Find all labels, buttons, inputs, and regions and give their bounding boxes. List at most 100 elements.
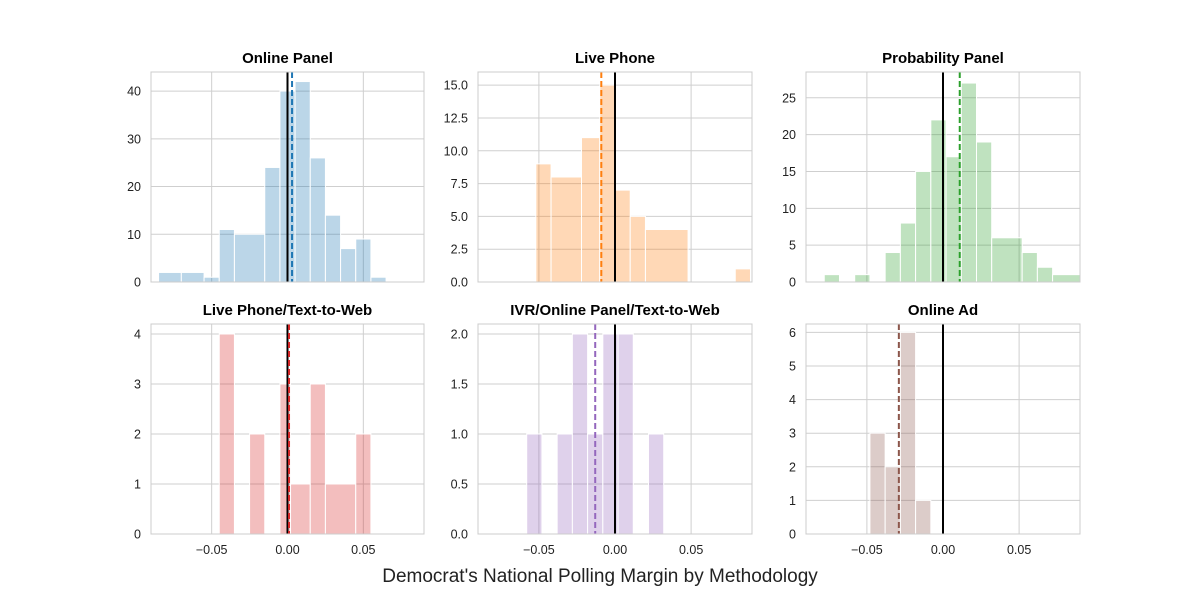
x-tick-label: 0.00 xyxy=(603,543,627,557)
histogram-bar xyxy=(884,252,901,283)
y-tick-label: 10 xyxy=(127,228,141,242)
histogram-bar xyxy=(158,271,182,283)
y-tick-label: 1 xyxy=(789,494,796,508)
axes-frame xyxy=(477,71,753,283)
x-tick-label: −0.05 xyxy=(196,543,228,557)
histogram-bar xyxy=(1021,252,1038,283)
histogram-bar xyxy=(526,433,543,535)
y-tick-label: 5 xyxy=(789,239,796,253)
axes-frame xyxy=(805,323,1081,535)
histogram-bar xyxy=(355,238,372,283)
axes-frame xyxy=(477,323,753,535)
panel-live-phone-text-to-web: Live Phone/Text-to-Web 0 1 2 3 4 −0.05 0.00 0.05 xyxy=(134,302,425,557)
histogram-bar xyxy=(324,214,342,283)
histogram-bar xyxy=(355,433,372,535)
y-tick-label: 2 xyxy=(134,428,141,442)
histogram-bar xyxy=(370,276,387,283)
y-tick-label: 1.5 xyxy=(451,378,468,392)
panel-title: IVR/Online Panel/Text-to-Web xyxy=(510,302,719,319)
y-tick-label: 5 xyxy=(789,360,796,374)
histogram-bar xyxy=(294,81,311,283)
histogram-bar xyxy=(899,331,917,535)
y-tick-label: 0.5 xyxy=(451,478,468,492)
histogram-bar xyxy=(915,170,932,283)
panel-probability-panel: Probability Panel 0 5 10 15 20 25 xyxy=(782,50,1081,290)
y-tick-label: 0 xyxy=(789,528,796,542)
histogram-bar xyxy=(556,433,573,535)
y-tick-label: 20 xyxy=(782,128,796,142)
y-tick-label: 2.5 xyxy=(451,243,468,257)
y-tick-label: 15 xyxy=(782,165,796,179)
histogram-bar xyxy=(571,333,589,535)
histogram-bar xyxy=(218,229,235,283)
y-tick-label: 1 xyxy=(134,478,141,492)
panel-online-panel: Online Panel 0 10 20 30 40 xyxy=(127,50,425,290)
histogram-bar xyxy=(975,141,993,283)
panel-ivr-online-panel-text-to-web: IVR/Online Panel/Text-to-Web 0.0 0.5 1.0 1.5… xyxy=(451,302,753,557)
histogram-bar xyxy=(823,274,840,283)
y-tick-label: 0 xyxy=(789,276,796,290)
histogram-bar xyxy=(535,163,552,283)
histogram-bar xyxy=(1052,274,1081,283)
x-tick-label: 0.00 xyxy=(275,543,299,557)
x-tick-label: 0.05 xyxy=(351,543,375,557)
panel-live-phone: Live Phone 0.0 2.5 5.0 7.5 10.0 12.5 15.0 xyxy=(444,50,753,290)
histogram-bar xyxy=(647,433,665,535)
y-tick-label: 30 xyxy=(127,132,141,146)
y-tick-label: 10 xyxy=(782,202,796,216)
y-tick-label: 2 xyxy=(789,460,796,474)
panel-title: Online Panel xyxy=(242,50,333,67)
y-tick-label: 25 xyxy=(782,91,796,105)
y-tick-label: 0.0 xyxy=(451,276,468,290)
x-tick-label: 0.05 xyxy=(679,543,703,557)
y-tick-label: 20 xyxy=(127,180,141,194)
histogram-bar xyxy=(854,274,871,283)
histogram-bar xyxy=(629,215,646,283)
histogram-bar xyxy=(960,82,977,283)
x-tick-label: 0.00 xyxy=(931,543,955,557)
histogram-bar xyxy=(309,383,326,535)
histogram-bar xyxy=(218,333,235,535)
y-tick-label: 0 xyxy=(134,528,141,542)
panel-title: Live Phone xyxy=(575,50,655,67)
y-tick-label: 7.5 xyxy=(451,177,468,191)
histogram-bar xyxy=(581,137,601,283)
histogram-bar xyxy=(233,233,266,283)
histogram-bar xyxy=(264,166,281,283)
axes-frame xyxy=(805,71,1081,283)
x-tick-label: 0.05 xyxy=(1007,543,1031,557)
histogram-bar xyxy=(340,248,357,283)
y-tick-label: 4 xyxy=(789,393,796,407)
x-tick-label: −0.05 xyxy=(523,543,555,557)
y-tick-label: 5.0 xyxy=(451,210,468,224)
histogram-bar xyxy=(915,499,932,535)
histogram-bar xyxy=(290,483,311,535)
axes-frame xyxy=(150,323,425,535)
x-tick-label: −0.05 xyxy=(851,543,883,557)
y-tick-label: 3 xyxy=(789,427,796,441)
histogram-bar xyxy=(550,176,583,283)
histogram-bar xyxy=(644,229,689,283)
y-tick-label: 6 xyxy=(789,326,796,340)
histogram-bar xyxy=(869,432,886,535)
y-tick-label: 1.0 xyxy=(451,428,468,442)
histogram-bar xyxy=(734,268,751,283)
y-tick-label: 40 xyxy=(127,85,141,99)
axes-frame xyxy=(150,71,425,283)
y-tick-label: 4 xyxy=(134,328,141,342)
y-tick-label: 0.0 xyxy=(451,528,468,542)
panel-title: Live Phone/Text-to-Web xyxy=(203,302,372,319)
histogram-bar xyxy=(309,157,326,283)
histogram-bar xyxy=(180,271,205,283)
histogram-bar xyxy=(617,333,634,535)
histogram-bar xyxy=(1036,266,1054,283)
histogram-bar xyxy=(324,483,357,535)
histogram-bar xyxy=(203,276,220,283)
histogram-bar xyxy=(249,433,266,535)
panel-online-ad: Online Ad 0 1 2 3 4 5 6 −0.05 0.00 0.05 xyxy=(789,302,1081,557)
histogram-bar xyxy=(614,189,631,283)
y-tick-label: 0 xyxy=(134,276,141,290)
histogram-bar xyxy=(991,237,1023,283)
panel-title: Online Ad xyxy=(908,302,978,319)
